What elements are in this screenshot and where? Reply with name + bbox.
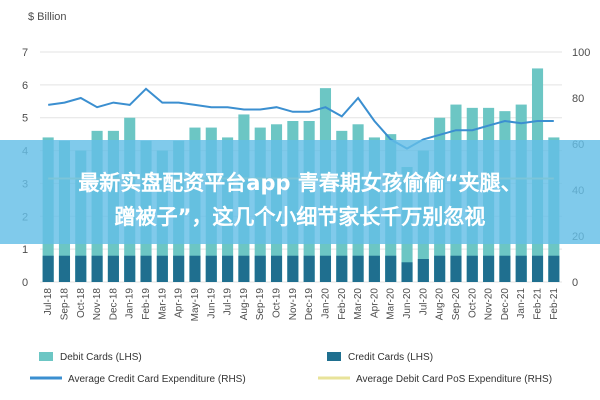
credit-bar <box>401 262 413 282</box>
banner-line-1: 最新实盘配资平台app 青春期女孩偷偷“夹腿、 <box>78 171 521 195</box>
left-tick-label: 1 <box>22 244 28 256</box>
credit-bars <box>42 255 560 282</box>
credit-bar <box>173 255 185 282</box>
avg-credit-expenditure-line <box>48 87 554 150</box>
x-tick-label: Apr-19 <box>174 288 185 318</box>
x-tick-label: Aug-20 <box>435 288 446 321</box>
credit-bar <box>434 255 446 282</box>
credit-bar <box>124 255 136 282</box>
left-tick-label: 0 <box>22 277 28 289</box>
x-tick-label: Feb-21 <box>549 288 560 320</box>
x-tick-label: Apr-20 <box>369 288 380 318</box>
credit-bar <box>91 255 103 282</box>
x-tick-label: Feb-21 <box>533 288 544 320</box>
credit-bar <box>140 255 152 282</box>
x-tick-label: Feb-20 <box>337 288 348 320</box>
x-tick-label: Dec-19 <box>304 288 315 321</box>
x-tick-label: Dec-20 <box>500 288 511 321</box>
x-tick-label: Nov-19 <box>288 288 299 321</box>
x-tick-label: Jun-19 <box>206 288 217 319</box>
legend-label: Debit Cards (LHS) <box>60 352 142 363</box>
credit-bar <box>42 255 54 282</box>
x-tick-label: Aug-19 <box>239 288 250 321</box>
credit-bar <box>548 255 560 282</box>
x-tick-label: Jul-20 <box>418 288 429 316</box>
left-tick-label: 7 <box>22 47 28 59</box>
credit-bar <box>368 255 380 282</box>
x-tick-label: Jan-20 <box>320 288 331 319</box>
x-tick-label: Jan-19 <box>125 288 136 319</box>
overlay-banner <box>0 140 600 244</box>
credit-bar <box>336 255 348 282</box>
x-tick-label: Feb-19 <box>141 288 152 320</box>
x-tick-label: Mar-20 <box>386 288 397 320</box>
x-tick-label: Jun-20 <box>402 288 413 319</box>
credit-bar <box>205 255 217 282</box>
legend-swatch <box>39 352 53 361</box>
credit-bar <box>483 255 495 282</box>
x-tick-label: Oct-18 <box>76 288 87 318</box>
credit-bar <box>254 255 266 282</box>
credit-bar <box>156 255 168 282</box>
credit-bar <box>222 255 234 282</box>
credit-bar <box>189 255 201 282</box>
credit-bar <box>499 255 511 282</box>
legend-label: Average Credit Card Expenditure (RHS) <box>68 374 246 385</box>
credit-bar <box>466 255 478 282</box>
credit-bar <box>531 255 544 282</box>
x-tick-label: Dec-18 <box>108 288 119 321</box>
credit-bar <box>287 255 299 282</box>
x-tick-label: Nov-18 <box>92 288 103 321</box>
x-tick-label: Jul-19 <box>223 288 234 316</box>
banner-line-2: 蹭被子”，这几个小细节家长千万别忽视 <box>115 205 486 229</box>
left-axis-unit-label: $ Billion <box>28 11 67 23</box>
credit-bar <box>417 259 429 282</box>
legend-swatch <box>327 352 341 361</box>
credit-bar <box>58 255 71 282</box>
x-tick-label: Sep-19 <box>255 288 266 321</box>
legend-label: Average Debit Card PoS Expenditure (RHS) <box>356 374 552 385</box>
x-tick-label: Mar-20 <box>353 288 364 320</box>
x-tick-label: Nov-20 <box>484 288 495 321</box>
credit-bar <box>515 255 527 282</box>
x-tick-label: May-19 <box>190 288 201 322</box>
x-tick-label: Oct-19 <box>272 288 283 318</box>
credit-bar <box>75 255 87 282</box>
credit-bar <box>270 255 283 282</box>
right-tick-label: 0 <box>572 277 578 289</box>
left-tick-label: 5 <box>22 113 28 125</box>
legend-label: Credit Cards (LHS) <box>348 352 433 363</box>
x-tick-label: Sep-18 <box>59 288 70 321</box>
right-tick-label: 80 <box>572 93 584 105</box>
credit-bar <box>450 255 462 282</box>
x-tick-labels: Jul-18 Sep-18 Oct-18 Nov-18 Dec-18 Jan-19 Feb-… <box>43 288 560 322</box>
credit-bar <box>385 255 397 282</box>
x-tick-label: Mar-19 <box>157 288 168 320</box>
credit-bar <box>107 255 119 282</box>
credit-bar <box>319 255 332 282</box>
x-tick-label: Oct-20 <box>467 288 478 318</box>
left-tick-label: 6 <box>22 80 28 92</box>
x-tick-label: Sep-20 <box>451 288 462 321</box>
right-tick-label: 100 <box>572 47 590 59</box>
credit-bar <box>352 255 364 282</box>
x-tick-label: Jan-21 <box>516 288 527 319</box>
credit-bar <box>238 255 250 282</box>
x-tick-label: Jul-18 <box>43 288 54 316</box>
credit-bar <box>303 255 315 282</box>
legend: Debit Cards (LHS) Credit Cards (LHS) Avera… <box>30 352 552 385</box>
